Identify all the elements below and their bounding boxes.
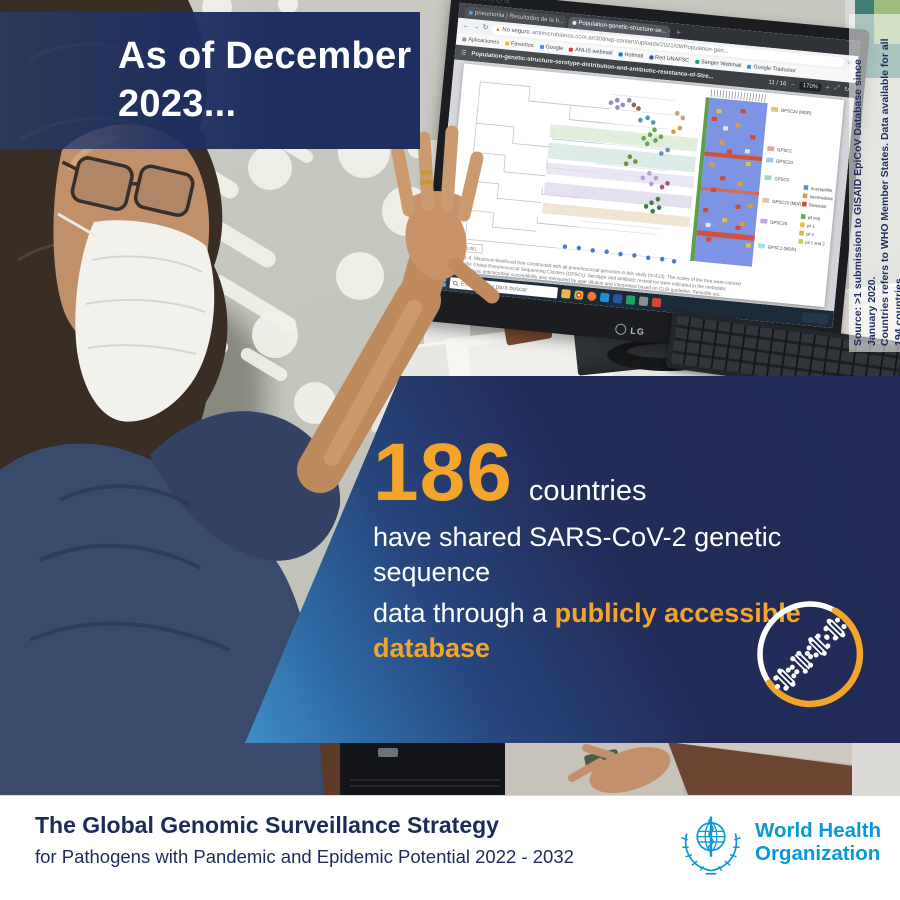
- monitor-bezel: FLATRON pneumonia | Resultados de la b..…: [420, 0, 871, 361]
- stat-number: 186: [373, 427, 513, 518]
- stat-overlay-wedge: 186 countries have shared SARS-CoV-2 gen…: [245, 376, 900, 743]
- thumb: [447, 257, 500, 304]
- mask-strap: [57, 212, 97, 238]
- svg-text:GPSC25: GPSC25: [770, 220, 788, 227]
- svg-text:pil neg: pil neg: [808, 215, 821, 221]
- stat-line-2: data through a publicly accessible datab…: [373, 598, 801, 664]
- eyeglasses: [61, 156, 195, 217]
- svg-text:pil 2: pil 2: [806, 231, 815, 237]
- who-wordmark: World Health Organization: [755, 819, 882, 865]
- svg-text:pil 1 and 2: pil 1 and 2: [805, 240, 825, 247]
- svg-text:GPSC6: GPSC6: [774, 176, 790, 183]
- svg-text:Resistant: Resistant: [809, 202, 828, 209]
- wall-dot: [248, 146, 292, 190]
- svg-text:GPSC23: GPSC23: [776, 158, 794, 165]
- headline-banner: As of December 2023...: [0, 12, 420, 149]
- gpsc-node-dots: [562, 97, 686, 264]
- dna-badge-ring-orange: [765, 607, 864, 708]
- stat-line-1: have shared SARS-CoV-2 genetic sequence: [373, 522, 782, 588]
- headline-text: As of December 2023...: [118, 35, 412, 126]
- source-note: Source: >1 submission to GISAID EpiCoV D…: [849, 14, 900, 352]
- wall-dot: [278, 0, 298, 14]
- svg-text:Intermediate: Intermediate: [810, 194, 834, 201]
- svg-text:0.001: 0.001: [466, 246, 478, 252]
- source-line-1: Source: >1 submission to GISAID EpiCoV D…: [852, 59, 878, 346]
- who-emblem-icon: [681, 816, 741, 875]
- search-icon: [453, 280, 459, 287]
- clade-bands: [542, 124, 698, 228]
- stat-block: 186 countries have shared SARS-CoV-2 gen…: [373, 432, 900, 666]
- mask-folds: [85, 255, 206, 355]
- who-logo: World Health Organization: [676, 808, 881, 878]
- resistance-heatmap: [690, 89, 768, 267]
- lg-monitor: FLATRON pneumonia | Resultados de la b..…: [420, 0, 871, 361]
- highlighted-phrase: publicly accessible database: [373, 598, 801, 664]
- dna-helix-icon: [773, 617, 847, 691]
- gpsc-cluster-labels: GPSC24 (MDR) GPSC2 GPSC23 GPSC6 GPSC23 (…: [757, 106, 813, 252]
- svg-text:Susceptible: Susceptible: [810, 186, 833, 193]
- scrub-folds: [29, 484, 231, 652]
- footer-subtitle: for Pathogens with Pandemic and Epidemic…: [35, 846, 574, 867]
- windows-taskbar: [432, 272, 834, 329]
- scientist-layer: [0, 0, 500, 795]
- monitor-screen: pneumonia | Resultados de la b... × Popu…: [432, 2, 860, 329]
- face-mask: [75, 220, 215, 422]
- raised-arm: [297, 125, 500, 493]
- svg-text:pil 1: pil 1: [807, 223, 816, 229]
- footer-title: The Global Genomic Surveillance Strategy: [35, 812, 499, 838]
- dna-circle-icon: [750, 594, 870, 714]
- taskbar-search-input[interactable]: [449, 277, 558, 299]
- scrub-sleeve: [150, 411, 341, 561]
- wall-dot: [336, 252, 384, 300]
- figure-legend: Susceptible Intermediate Resistant pil n…: [798, 185, 834, 247]
- gold-rings: [419, 170, 433, 185]
- svg-text:GPSC23 (MDR): GPSC23 (MDR): [772, 199, 804, 207]
- svg-text:GPSC24 (MDR): GPSC24 (MDR): [781, 108, 813, 116]
- source-line-2: Countries refers to WHO Member States. D…: [879, 38, 900, 346]
- svg-text:GPSC2: GPSC2: [777, 147, 793, 154]
- heatmap-column-labels: [710, 89, 766, 102]
- computer-tower-label: [378, 748, 398, 757]
- svg-text:GPSC1 (MDR): GPSC1 (MDR): [768, 244, 797, 252]
- footer: The Global Genomic Surveillance Strategy…: [0, 795, 900, 900]
- scientist: [0, 0, 500, 795]
- stat-unit: countries: [528, 475, 647, 507]
